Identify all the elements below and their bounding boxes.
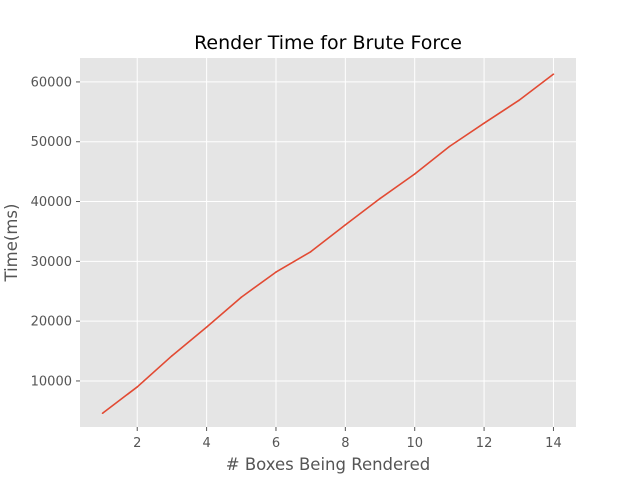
data-point	[448, 145, 451, 148]
y-axis-ticks: 10000 20000 30000 40000 50000 60000	[31, 75, 80, 389]
x-tick-label: 12	[476, 436, 493, 451]
data-point	[379, 197, 381, 200]
x-tick-label: 10	[406, 436, 423, 451]
y-tick-label: 30000	[31, 255, 72, 270]
series-line	[102, 73, 554, 414]
x-axis-ticks: 2 4 6 8 10 12 14	[133, 427, 562, 451]
data-point	[171, 355, 173, 357]
x-axis-label: # Boxes Being Rendered	[226, 455, 430, 474]
data-point	[136, 386, 139, 388]
data-point	[552, 73, 555, 75]
data-point	[275, 271, 277, 273]
y-tick-label: 40000	[31, 195, 72, 210]
data-point	[413, 173, 416, 175]
x-tick-label: 14	[545, 436, 562, 451]
y-tick-label: 10000	[31, 374, 72, 389]
x-tick-label: 2	[133, 436, 141, 451]
x-tick-label: 6	[272, 436, 280, 451]
data-point	[309, 250, 312, 253]
grid	[80, 58, 576, 427]
data-point	[240, 296, 243, 299]
plot-background	[80, 58, 576, 427]
y-tick-label: 60000	[31, 75, 72, 90]
data-point	[517, 99, 520, 102]
x-tick-label: 4	[202, 436, 210, 451]
chart-title: Render Time for Brute Force	[194, 32, 462, 54]
data-point	[101, 412, 104, 415]
y-axis-label: Time(ms)	[2, 204, 21, 283]
y-tick-label: 50000	[31, 135, 72, 150]
data-point	[483, 122, 485, 124]
series-layer	[101, 73, 555, 415]
data-point	[205, 326, 208, 328]
data-point	[344, 224, 347, 226]
x-tick-label: 8	[341, 436, 349, 451]
y-tick-label: 20000	[31, 315, 72, 330]
